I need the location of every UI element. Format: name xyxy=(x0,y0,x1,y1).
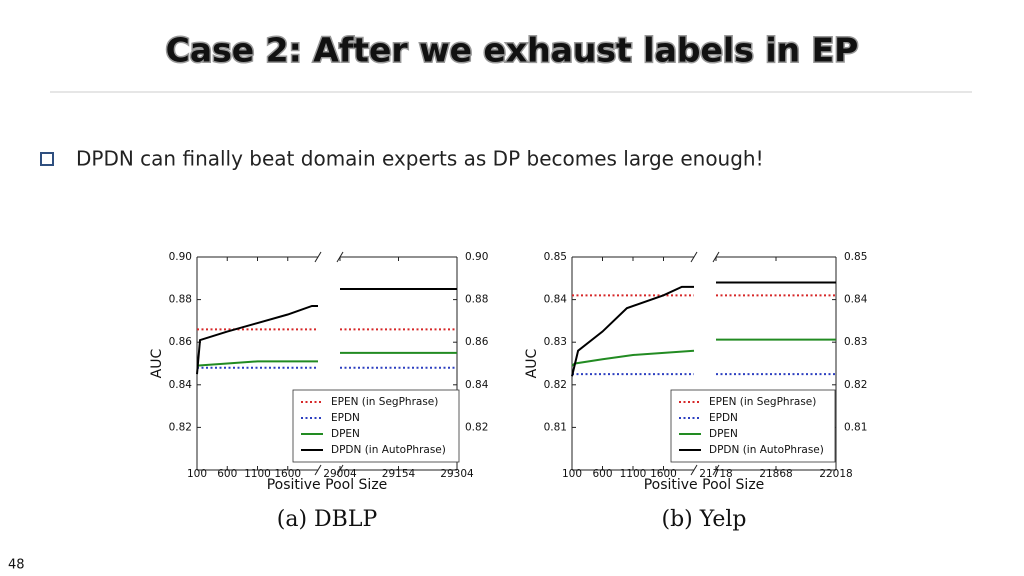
x-tick-label: 29154 xyxy=(382,468,416,480)
y-tick-label: 0.82 xyxy=(169,421,192,433)
x-tick-label: 21718 xyxy=(699,468,732,480)
series-line xyxy=(196,351,457,367)
x-tick-label: 100 xyxy=(187,468,207,480)
x-tick-label: 600 xyxy=(217,468,237,480)
y-tick-label: 0.84 xyxy=(169,379,193,391)
legend-label: DPEN xyxy=(709,428,738,440)
chart-caption: (b) Yelp xyxy=(662,507,747,532)
y-tick-label: 0.83 xyxy=(544,336,567,348)
y-tick-label: 0.82 xyxy=(465,421,488,433)
legend-label: DPDN (in AutoPhrase) xyxy=(331,444,446,456)
x-tick-label: 1100 xyxy=(620,468,647,480)
x-tick-label: 29004 xyxy=(323,468,357,480)
series-line xyxy=(571,338,836,367)
y-tick-label: 0.82 xyxy=(544,379,567,391)
series-line xyxy=(571,281,836,377)
legend-label: EPEN (in SegPhrase) xyxy=(709,396,816,408)
y-axis-title: AUC xyxy=(149,348,165,378)
y-tick-label: 0.90 xyxy=(465,251,488,263)
legend-label: DPEN xyxy=(331,428,360,440)
y-tick-label: 0.83 xyxy=(844,336,867,348)
axis-break xyxy=(314,251,322,263)
y-tick-label: 0.86 xyxy=(465,336,489,348)
y-tick-label: 0.85 xyxy=(544,251,567,263)
x-tick-label: 29304 xyxy=(440,468,474,480)
axis-break xyxy=(314,464,322,476)
x-tick-label: 1600 xyxy=(650,468,677,480)
y-tick-label: 0.81 xyxy=(544,421,567,433)
y-tick-label: 0.84 xyxy=(544,294,568,306)
legend-label: EPDN xyxy=(331,412,360,424)
y-axis-title: AUC xyxy=(524,348,540,378)
x-tick-label: 600 xyxy=(592,468,612,480)
y-tick-label: 0.84 xyxy=(844,294,868,306)
legend-label: DPDN (in AutoPhrase) xyxy=(709,444,824,456)
y-tick-label: 0.88 xyxy=(169,294,192,306)
axis-break xyxy=(690,251,698,263)
chart-caption: (a) DBLP xyxy=(277,507,378,532)
x-tick-label: 21868 xyxy=(759,468,792,480)
series-line xyxy=(196,287,457,375)
axis-break xyxy=(690,464,698,476)
legend-label: EPDN xyxy=(709,412,738,424)
x-tick-label: 100 xyxy=(562,468,582,480)
x-tick-label: 22018 xyxy=(819,468,852,480)
y-tick-label: 0.84 xyxy=(465,379,489,391)
y-tick-label: 0.90 xyxy=(169,251,192,263)
page-number: 48 xyxy=(8,558,25,573)
x-tick-label: 1100 xyxy=(244,468,271,480)
y-tick-label: 0.88 xyxy=(465,294,488,306)
y-tick-label: 0.81 xyxy=(844,421,867,433)
legend-label: EPEN (in SegPhrase) xyxy=(331,396,438,408)
bullet-text: DPDN can finally beat domain experts as … xyxy=(76,147,764,171)
x-axis-title: Positive Pool Size xyxy=(644,477,765,493)
y-tick-label: 0.86 xyxy=(169,336,193,348)
slide-title: Case 2: After we exhaust labels in EP xyxy=(166,31,859,70)
bullet-icon xyxy=(40,152,54,166)
y-tick-label: 0.85 xyxy=(844,251,867,263)
y-tick-label: 0.82 xyxy=(844,379,867,391)
x-axis-title: Positive Pool Size xyxy=(267,477,388,493)
x-tick-label: 1600 xyxy=(274,468,301,480)
